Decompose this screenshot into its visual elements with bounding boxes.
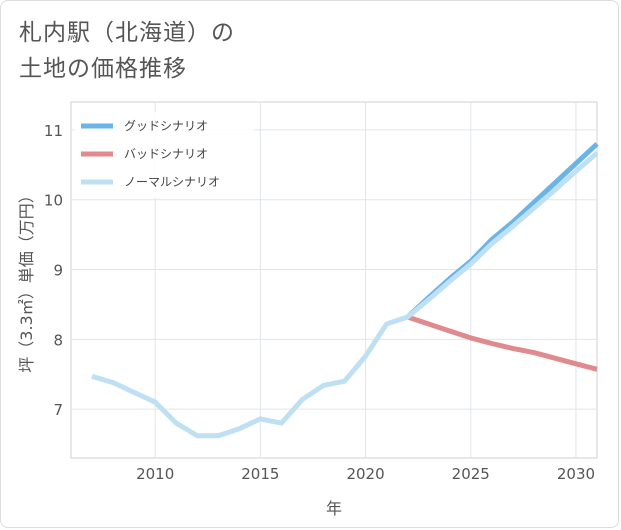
plot-area-border (70, 101, 598, 459)
y-tick-label: 9 (53, 262, 63, 280)
x-tick-label: 2020 (346, 465, 384, 483)
series-lines (91, 142, 599, 439)
series-line-2 (91, 151, 599, 439)
chart-title-line-1: 札内駅（北海道）の (19, 20, 235, 46)
x-axis-title: 年 (326, 499, 342, 518)
y-tick-label: 7 (53, 401, 63, 419)
chart-title: 札内駅（北海道）の 土地の価格推移 (19, 15, 579, 87)
x-tick-labels: 2010 2015 2020 2025 2030 (136, 465, 595, 483)
y-tick-label: 8 (53, 331, 63, 349)
legend-label-0: グッドシナリオ (124, 119, 208, 133)
y-tick-label: 10 (44, 192, 63, 210)
legend-label-1: バッドシナリオ (124, 147, 208, 161)
legend-label-2: ノーマルシナリオ (124, 175, 220, 189)
x-tick-label: 2025 (452, 465, 490, 483)
x-tick-label: 2015 (241, 465, 279, 483)
y-tick-labels: 7 8 9 10 11 (44, 122, 63, 419)
y-tick-label: 11 (44, 122, 63, 140)
x-tick-label: 2010 (136, 465, 174, 483)
x-tick-label: 2030 (557, 465, 595, 483)
y-axis-title: 坪（3.3㎡）単価（万円） (17, 187, 36, 372)
chart-title-line-2: 土地の価格推移 (19, 56, 187, 82)
grid-lines (71, 102, 597, 458)
series-line-1 (406, 314, 598, 372)
